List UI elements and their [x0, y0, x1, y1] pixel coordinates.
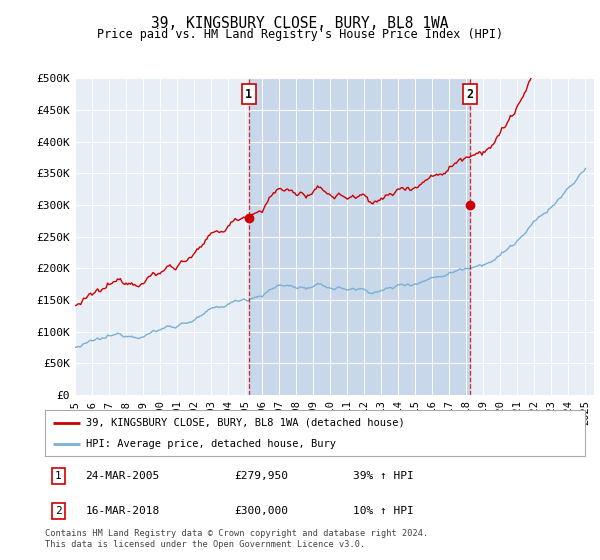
Text: Price paid vs. HM Land Registry's House Price Index (HPI): Price paid vs. HM Land Registry's House …	[97, 28, 503, 41]
Text: 2: 2	[55, 506, 61, 516]
Text: 39, KINGSBURY CLOSE, BURY, BL8 1WA (detached house): 39, KINGSBURY CLOSE, BURY, BL8 1WA (deta…	[86, 418, 404, 428]
Bar	[249, 78, 470, 395]
Text: 1: 1	[55, 472, 61, 482]
Text: Contains HM Land Registry data © Crown copyright and database right 2024.
This d: Contains HM Land Registry data © Crown c…	[45, 529, 428, 549]
Text: £279,950: £279,950	[234, 472, 288, 482]
Text: 24-MAR-2005: 24-MAR-2005	[86, 472, 160, 482]
Text: 1: 1	[245, 88, 253, 101]
Text: HPI: Average price, detached house, Bury: HPI: Average price, detached house, Bury	[86, 439, 335, 449]
Text: 39, KINGSBURY CLOSE, BURY, BL8 1WA: 39, KINGSBURY CLOSE, BURY, BL8 1WA	[151, 16, 449, 31]
Text: 16-MAR-2018: 16-MAR-2018	[86, 506, 160, 516]
Text: 10% ↑ HPI: 10% ↑ HPI	[353, 506, 413, 516]
Text: 39% ↑ HPI: 39% ↑ HPI	[353, 472, 413, 482]
Text: £300,000: £300,000	[234, 506, 288, 516]
Text: 2: 2	[466, 88, 473, 101]
